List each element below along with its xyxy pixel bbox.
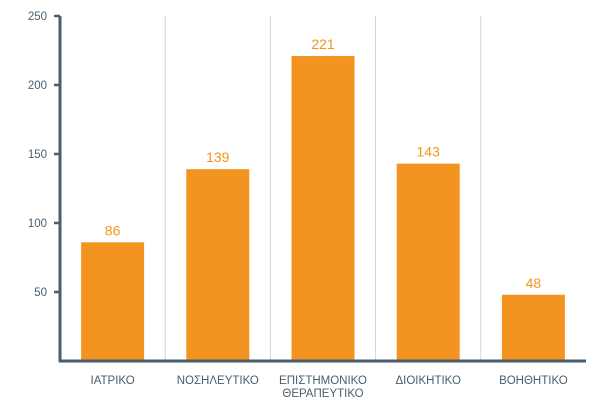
bar-value-label: 139: [206, 149, 230, 165]
category-label-line: ΔΙΟΙΚΗΤΙΚΟ: [395, 375, 461, 387]
y-tick-label: 200: [28, 80, 47, 92]
bar: [396, 163, 460, 361]
bar-value-label: 48: [526, 275, 542, 291]
category-label: ΙΑΤΡΙΚΟ: [91, 375, 135, 387]
y-tick-label: 250: [28, 11, 47, 23]
bar: [81, 242, 145, 361]
bar-value-label: 86: [105, 222, 121, 238]
bar: [291, 56, 355, 362]
y-tick-label: 100: [28, 218, 47, 230]
category-label-line: ΕΠΙΣΤΗΜΟΝΙΚΟ: [279, 375, 367, 387]
category-label: ΕΠΙΣΤΗΜΟΝΙΚΟ ΘΕΡΑΠΕΥΤΙΚΟ: [279, 375, 367, 400]
labels: 86 ΙΑΤΡΙΚΟ 139 ΝΟΣΗΛΕΥΤΙΚΟ 221 ΕΠΙΣΤΗΜΟΝΙΚΟ ΘΕ…: [28, 11, 568, 400]
y-tick-label: 50: [34, 287, 47, 299]
bars: [81, 56, 565, 362]
bar: [501, 294, 565, 361]
category-label: ΒΟΗΘΗΤΙΚΟ: [499, 375, 568, 387]
category-label-line: ΘΕΡΑΠΕΥΤΙΚΟ: [282, 388, 363, 400]
category-label-line: ΙΑΤΡΙΚΟ: [91, 375, 135, 387]
bar: [186, 169, 250, 361]
y-tick-label: 150: [28, 149, 47, 161]
category-label: ΔΙΟΙΚΗΤΙΚΟ: [395, 375, 461, 387]
category-label-line: ΒΟΗΘΗΤΙΚΟ: [499, 375, 568, 387]
axes: [54, 14, 586, 363]
category-label-line: ΝΟΣΗΛΕΥΤΙΚΟ: [177, 375, 259, 387]
bar-value-label: 221: [311, 36, 335, 52]
category-label: ΝΟΣΗΛΕΥΤΙΚΟ: [177, 375, 259, 387]
bar-value-label: 143: [417, 144, 441, 160]
grid-lines: [164, 16, 482, 361]
